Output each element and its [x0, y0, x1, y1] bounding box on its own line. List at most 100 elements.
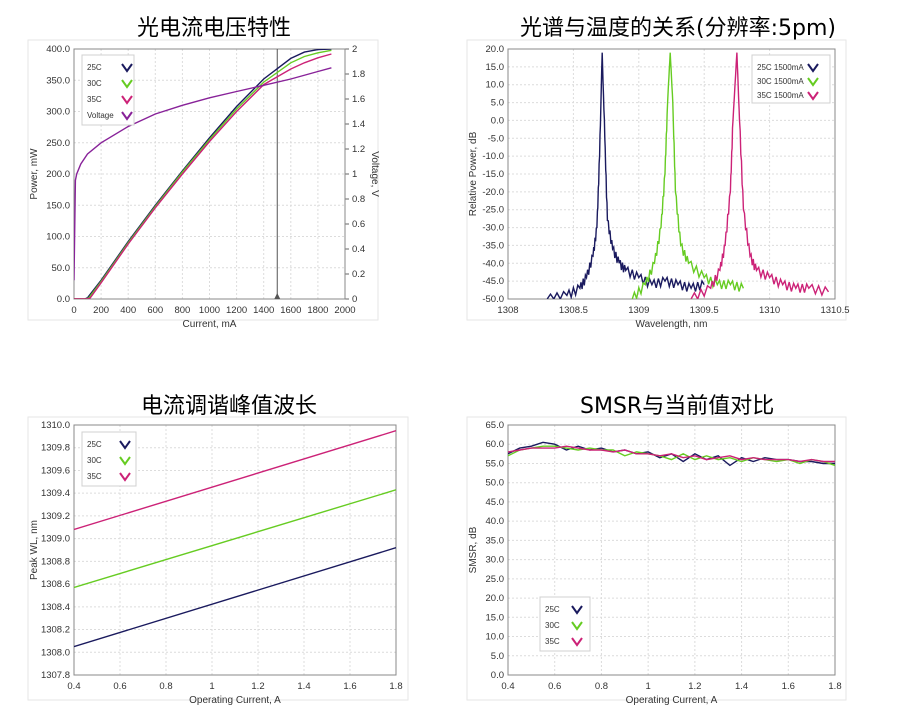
tune-y-tick-label: 1309.2: [41, 511, 70, 522]
smsr-legend-marker-25c: [571, 605, 583, 615]
liv-y-tick-label: 200.0: [46, 169, 70, 180]
smsr-series-line-35c: [508, 445, 835, 463]
liv-x-tick-label: 1400: [253, 305, 274, 316]
smsr-y-tick-label: 0.0: [491, 670, 504, 681]
tune-outer-frame: [27, 416, 409, 701]
smsr-x-tick-label: 0.6: [548, 681, 561, 692]
tune-x-axis-label: Operating Current, A: [189, 695, 281, 706]
liv-y2-tick-label: 0.4: [352, 244, 365, 255]
tune-y-tick-label: 1308.4: [41, 602, 70, 613]
liv-series-line-35c: [74, 53, 332, 299]
liv-y2-tick-label: 2: [352, 44, 357, 55]
spec-y-tick-label: 0.0: [491, 115, 504, 126]
smsr-x-tick-label: 1.2: [688, 681, 701, 692]
smsr-series-line-30c: [508, 445, 835, 467]
liv-x-tick-label: 1600: [280, 305, 301, 316]
smsr-x-tick-label: 1.6: [782, 681, 795, 692]
spec-legend-marker-30c-1500ma: [807, 77, 819, 87]
liv-legend-box: [81, 54, 135, 126]
spec-legend-marker-35c-1500ma: [807, 91, 819, 101]
tune-legend-marker-25c: [119, 440, 131, 450]
tune-legend-label-25c: 25C: [87, 440, 102, 449]
liv-y-tick-label: 100.0: [46, 232, 70, 243]
liv-x-tick-label: 400: [120, 305, 136, 316]
liv-y-tick-label: 400.0: [46, 44, 70, 55]
liv-x-tick-label: 1200: [226, 305, 247, 316]
tune-x-tick-label: 1.4: [297, 681, 310, 692]
liv-legend-marker-voltage: [121, 111, 133, 121]
smsr-y-tick-label: 20.0: [486, 593, 505, 604]
tune-y-tick-label: 1309.0: [41, 534, 70, 545]
spec-x-tick-label: 1308: [497, 305, 518, 316]
smsr-y-tick-label: 60.0: [486, 439, 505, 450]
spec-plot-area: [507, 48, 836, 300]
liv-x-tick-label: 1000: [199, 305, 220, 316]
chart-title-tuning: 电流调谐峰值波长: [141, 394, 318, 419]
spec-series-line-35c-1500ma: [690, 52, 830, 299]
liv-x-axis-label: Current, mA: [183, 319, 237, 330]
liv-x-tick-label: 2000: [334, 305, 355, 316]
tune-y-tick-label: 1308.0: [41, 647, 70, 658]
liv-x-tick-label: 0: [71, 305, 76, 316]
spec-legend-label-30c-1500ma: 30C 1500mA: [757, 77, 804, 86]
liv-legend-label-25c: 25C: [87, 63, 102, 72]
spec-y-tick-label: 10.0: [486, 80, 505, 91]
smsr-x-tick-label: 0.4: [501, 681, 514, 692]
tune-x-tick-label: 1: [209, 681, 214, 692]
liv-y2-tick-label: 0: [352, 294, 357, 305]
liv-y-tick-label: 50.0: [52, 263, 71, 274]
tune-y-tick-label: 1308.8: [41, 556, 70, 567]
chart-title-smsr: SMSR与当前值对比: [580, 394, 775, 419]
smsr-legend-label-30c: 30C: [545, 621, 560, 630]
liv-x-tick-label: 600: [147, 305, 163, 316]
liv-x-tick-label: 800: [174, 305, 190, 316]
tune-x-tick-label: 0.8: [159, 681, 172, 692]
spec-y-tick-label: -40.0: [482, 258, 504, 269]
liv-y-tick-label: 300.0: [46, 107, 70, 118]
spec-x-tick-label: 1309: [628, 305, 649, 316]
tune-y-tick-label: 1309.8: [41, 443, 70, 454]
spec-x-axis-label: Wavelength, nm: [636, 319, 708, 330]
tune-x-tick-label: 1.8: [389, 681, 402, 692]
spec-y-tick-label: -35.0: [482, 240, 504, 251]
liv-legend-marker-25c: [121, 63, 133, 73]
liv-y2-tick-label: 1.8: [352, 69, 365, 80]
tune-y-tick-label: 1309.6: [41, 465, 70, 476]
liv-y-tick-label: 250.0: [46, 138, 70, 149]
liv-legend-label-voltage: Voltage: [87, 111, 114, 120]
smsr-x-tick-label: 1: [645, 681, 650, 692]
tune-legend-label-35c: 35C: [87, 472, 102, 481]
smsr-plot-area: [507, 424, 836, 676]
tune-y-tick-label: 1307.8: [41, 670, 70, 681]
tune-x-tick-label: 1.6: [343, 681, 356, 692]
tune-series-line-35c: [74, 430, 396, 531]
smsr-y-tick-label: 5.0: [491, 651, 504, 662]
tune-series-line-25c: [74, 547, 396, 648]
tune-y-tick-label: 1310.0: [41, 420, 70, 431]
liv-y2-tick-label: 1.6: [352, 94, 365, 105]
liv-y-tick-label: 0.0: [57, 294, 70, 305]
smsr-y-tick-label: 40.0: [486, 516, 505, 527]
smsr-legend-label-35c: 35C: [545, 637, 560, 646]
liv-y-axis-label: Power, mW: [29, 148, 40, 200]
liv-y2-tick-label: 0.8: [352, 194, 365, 205]
tune-y-tick-label: 1308.2: [41, 625, 70, 636]
spec-x-tick-label: 1309.5: [690, 305, 719, 316]
spec-legend-label-35c-1500ma: 35C 1500mA: [757, 91, 804, 100]
smsr-x-tick-label: 0.8: [595, 681, 608, 692]
smsr-x-axis-label: Operating Current, A: [626, 695, 718, 706]
liv-series-line-30c: [74, 49, 332, 299]
liv-y-tick-label: 150.0: [46, 200, 70, 211]
tune-y-tick-label: 1308.6: [41, 579, 70, 590]
spec-x-tick-label: 1308.5: [559, 305, 588, 316]
tune-y-tick-label: 1309.4: [41, 488, 70, 499]
liv-series-line-voltage: [74, 67, 332, 281]
tune-y-axis-label: Peak WL, nm: [29, 520, 40, 580]
liv-y2-axis-label: Voltage, V: [369, 151, 380, 197]
liv-y2-tick-label: 0.6: [352, 219, 365, 230]
liv-y2-tick-label: 1.2: [352, 144, 365, 155]
smsr-y-tick-label: 30.0: [486, 555, 505, 566]
tune-series-line-30c: [74, 489, 396, 589]
smsr-legend-label-25c: 25C: [545, 605, 560, 614]
chart-title-liv: 光电流电压特性: [137, 16, 292, 41]
